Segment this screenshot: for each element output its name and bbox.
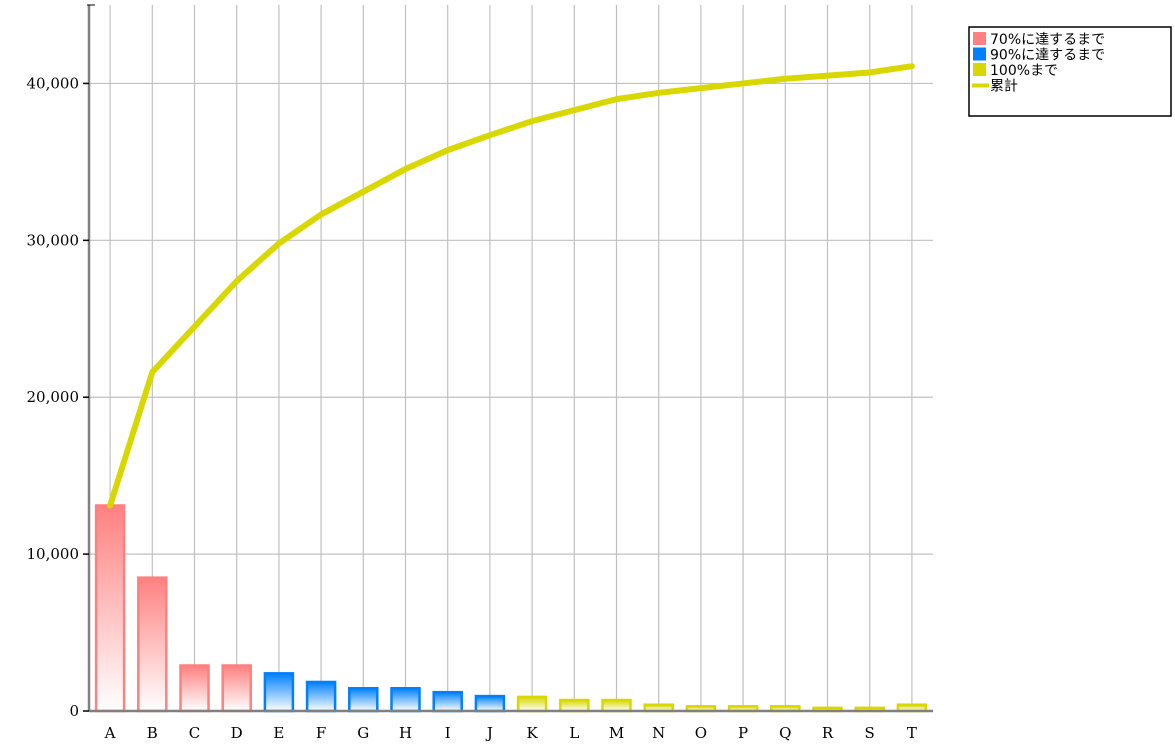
x-tick-label: B bbox=[147, 724, 158, 742]
bar-F bbox=[305, 680, 337, 713]
bar-J bbox=[474, 694, 506, 713]
x-tick-label: P bbox=[738, 724, 748, 742]
x-tick-label: F bbox=[316, 724, 326, 742]
x-tick-labels: A B C D E F G H I J K L M N O P Q R S T bbox=[104, 724, 917, 742]
cumulative-line-layer bbox=[107, 63, 915, 509]
y-tick-labels: 0 10,000 20,000 30,000 40,000 bbox=[27, 74, 80, 720]
bar-E bbox=[263, 672, 295, 713]
legend-swatch bbox=[973, 63, 986, 76]
x-tick-label: I bbox=[445, 724, 451, 742]
legend-label: 100%まで bbox=[990, 63, 1058, 79]
x-tick-label: L bbox=[569, 724, 579, 742]
y-tick-label: 0 bbox=[69, 702, 79, 720]
bars bbox=[94, 504, 928, 713]
x-tick-label: C bbox=[189, 724, 200, 742]
legend-label: 90%に達するまで bbox=[990, 48, 1105, 64]
x-tick-label: D bbox=[231, 724, 243, 742]
y-tick-label: 10,000 bbox=[27, 545, 80, 563]
bar-G bbox=[348, 687, 379, 713]
grid-lines bbox=[89, 5, 933, 711]
x-tick-label: Q bbox=[779, 724, 791, 742]
legend-box bbox=[968, 26, 1172, 117]
y-tick-label: 30,000 bbox=[27, 231, 80, 249]
legend-swatch bbox=[973, 32, 986, 45]
x-tick-label: K bbox=[526, 724, 538, 742]
x-tick-label: G bbox=[357, 724, 369, 742]
bar-H bbox=[390, 687, 421, 713]
x-tick-label: O bbox=[695, 724, 707, 742]
bar-K bbox=[516, 695, 548, 713]
y-tick-label: 40,000 bbox=[27, 74, 80, 92]
x-tick-label: H bbox=[399, 724, 412, 742]
bar-L bbox=[559, 698, 590, 713]
x-tick-label: N bbox=[652, 724, 665, 742]
bar-B bbox=[137, 576, 168, 713]
cumulative-line bbox=[107, 63, 915, 509]
bar-D bbox=[221, 664, 252, 713]
axes bbox=[83, 4, 933, 713]
x-tick-label: S bbox=[865, 724, 875, 742]
legend-swatch bbox=[973, 47, 986, 61]
bar-M bbox=[601, 698, 632, 713]
bar-C bbox=[179, 664, 210, 713]
bar-I bbox=[432, 690, 463, 713]
y-tick-label: 20,000 bbox=[27, 388, 80, 406]
x-tick-label: M bbox=[609, 724, 624, 742]
legend-label: 70%に達するまで bbox=[990, 32, 1105, 48]
x-tick-label: E bbox=[273, 724, 284, 742]
x-tick-label: R bbox=[822, 724, 834, 742]
x-tick-label: J bbox=[485, 724, 493, 742]
x-tick-label: A bbox=[104, 724, 116, 742]
x-tick-label: T bbox=[907, 724, 917, 742]
bar-A bbox=[94, 504, 126, 713]
legend-label: 累計 bbox=[990, 79, 1018, 95]
